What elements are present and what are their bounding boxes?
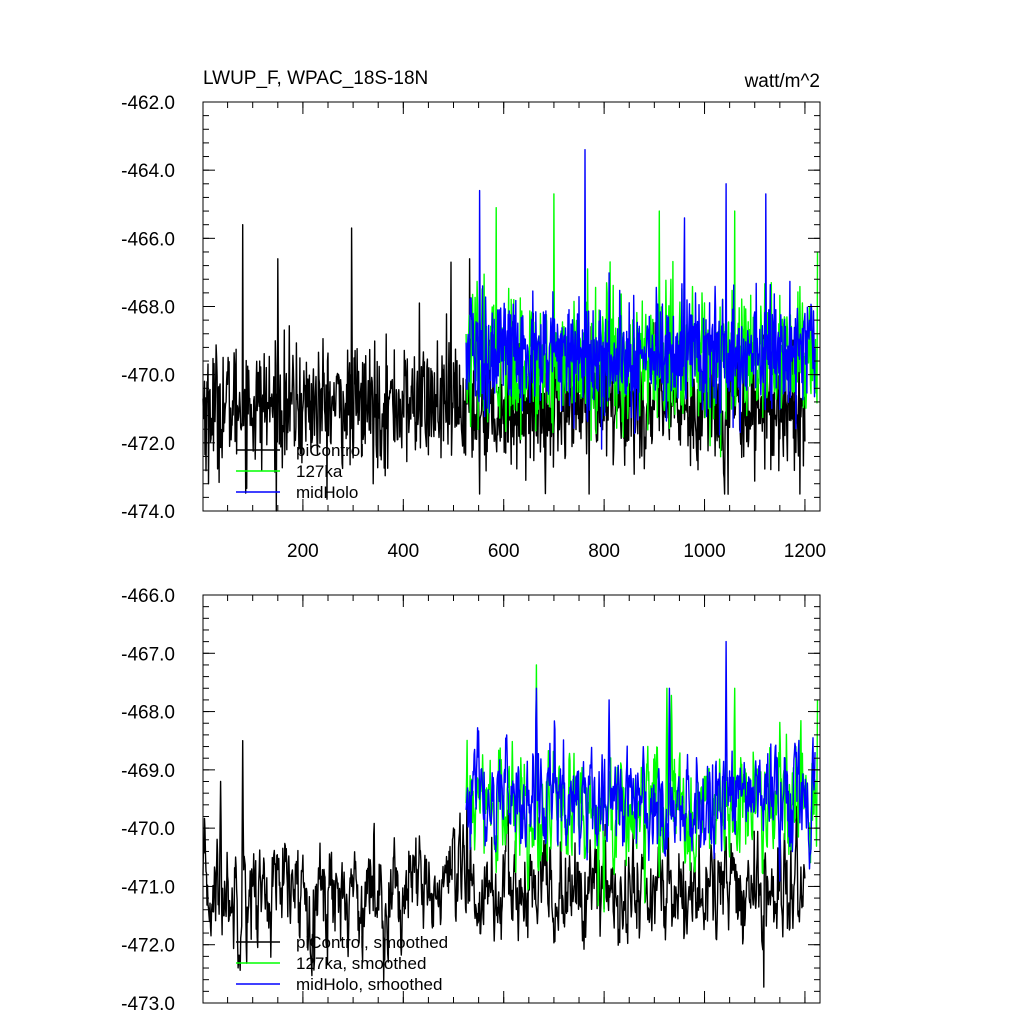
y-tick-label: -473.0 [121,994,175,1015]
y-tick-label: -468.0 [121,298,175,319]
bottom-legend: piControl, smoothed 127ka, smoothed midHol… [236,933,448,994]
y-tick-label: -464.0 [121,161,175,182]
x-tick-label: 1200 [784,541,826,562]
series-line-picontrol-smoothed [202,740,806,988]
legend-label: midHolo [296,483,358,502]
bottom-series-group [202,640,819,988]
legend-label: 127ka [296,462,343,481]
y-tick-label: -466.0 [121,586,175,607]
x-tick-label: 600 [488,541,520,562]
top-axes: -462.0 -464.0 -466.0 -468.0 -470.0 -472.0 -474… [121,93,826,562]
y-tick-label: -474.0 [121,502,175,523]
x-tick-label: 200 [287,541,319,562]
y-tick-label: -462.0 [121,93,175,114]
y-tick-label: -470.0 [121,366,175,387]
x-tick-label: 800 [588,541,620,562]
top-legend: piControl 127ka midHolo [236,441,364,502]
top-panel: LWUP_F, WPAC_18S-18N watt/m^2 -462.0 -464… [121,68,826,562]
y-tick-label: -472.0 [121,434,175,455]
x-tick-label: 1000 [683,541,725,562]
plot-frame [202,594,821,1004]
bottom-panel: -466.0 -467.0 -468.0 -469.0 -470.0 -471.0 -472… [121,586,821,1015]
legend-label: piControl, smoothed [296,933,448,952]
legend-label: 127ka, smoothed [296,954,426,973]
y-tick-label: -472.0 [121,936,175,957]
units-label: watt/m^2 [744,71,820,92]
y-tick-label: -466.0 [121,229,175,250]
top-series-group [202,149,819,512]
y-tick-label: -467.0 [121,644,175,665]
legend-label: piControl [296,441,364,460]
series-line-midholo-smoothed [465,640,816,882]
x-tick-label: 400 [387,541,419,562]
bottom-axes: -466.0 -467.0 -468.0 -469.0 -470.0 -471.0 -472… [121,586,821,1015]
y-tick-label: -468.0 [121,703,175,724]
y-tick-label: -471.0 [121,877,175,898]
legend-label: midHolo, smoothed [296,975,442,994]
chart-title: LWUP_F, WPAC_18S-18N [203,68,428,89]
series-line-midholo [465,149,816,450]
y-tick-label: -470.0 [121,819,175,840]
y-tick-label: -469.0 [121,761,175,782]
